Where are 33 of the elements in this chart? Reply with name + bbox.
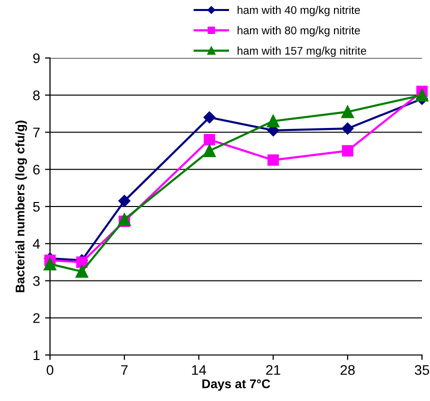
point	[341, 106, 354, 118]
y-axis-title: Bacterial numbers (log cfu/g)	[15, 120, 27, 292]
point	[342, 145, 354, 157]
point	[118, 194, 130, 207]
y-tick-label: 3	[33, 276, 40, 286]
point	[76, 265, 88, 278]
point	[204, 134, 216, 146]
y-tick-label: 9	[33, 53, 40, 64]
y-tick-label: 5	[33, 202, 40, 212]
legend-label: ham with 40 mg/kg nitrite	[238, 6, 360, 16]
y-tick-label: 2	[33, 313, 40, 323]
y-tick-label: 8	[33, 90, 40, 100]
point	[203, 111, 216, 124]
x-tick-label: 28	[340, 365, 355, 375]
point	[342, 122, 354, 135]
point	[266, 114, 280, 128]
x-tick-label: 0	[46, 365, 54, 375]
x-tick-label: 35	[414, 365, 430, 375]
y-tick-label: 4	[32, 239, 40, 249]
y-tick-label: 7	[33, 128, 40, 138]
point	[203, 144, 216, 158]
point	[118, 213, 131, 226]
x-tick-label: 21	[266, 365, 280, 375]
point	[44, 258, 56, 270]
legend-label: ham with 157 mg/kg nitrite	[238, 46, 366, 57]
y-tick-label: 1	[34, 350, 40, 360]
point	[416, 88, 428, 102]
point	[268, 154, 279, 166]
y-tick-label: 6	[33, 164, 40, 175]
x-axis-title: Days at 7°C	[202, 379, 270, 391]
x-tick-label: 7	[121, 365, 128, 375]
legend-label: ham with 80 mg/kg nitrite	[238, 26, 360, 37]
x-tick-label: 14	[192, 365, 206, 375]
